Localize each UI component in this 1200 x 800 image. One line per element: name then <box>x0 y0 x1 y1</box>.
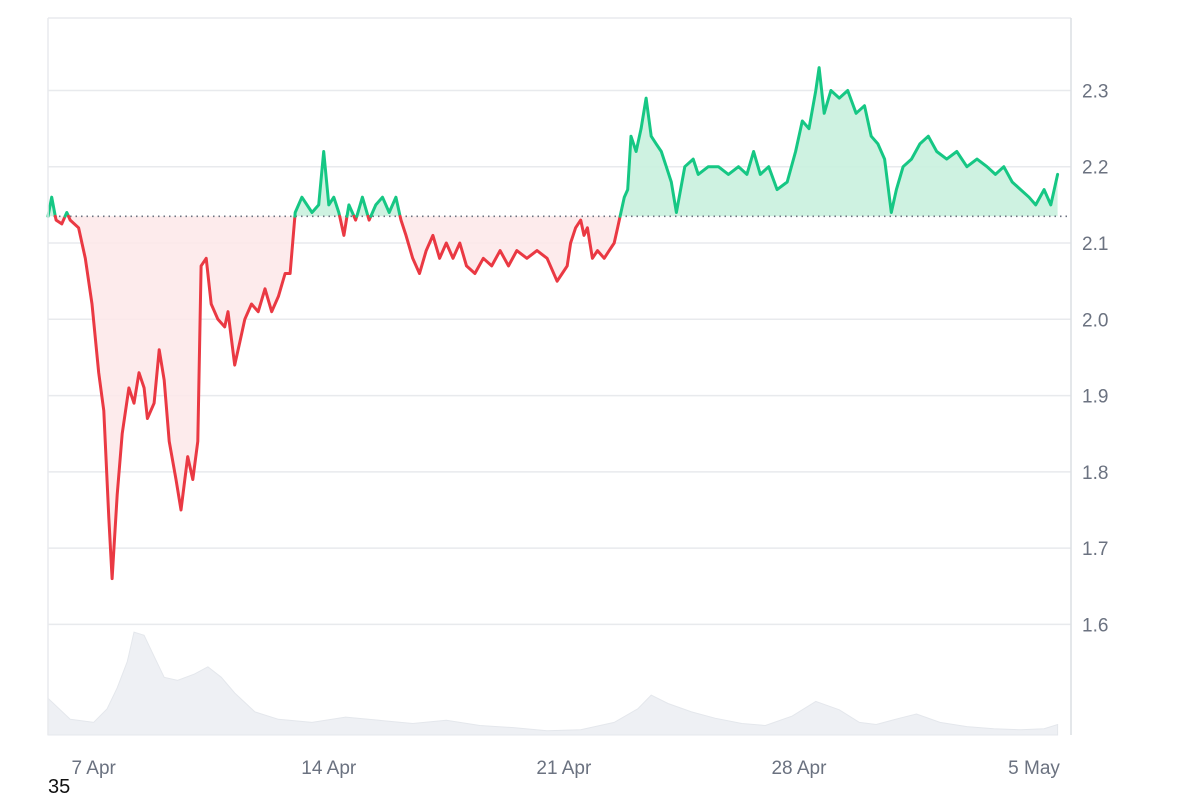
x-tick-label: 28 Apr <box>771 758 827 779</box>
down-fill-segment-3 <box>68 216 295 579</box>
down-line-segment-5 <box>338 214 349 237</box>
plot-frame <box>47 17 1072 735</box>
up-line-segment-12 <box>618 66 1060 218</box>
x-tick-label: 7 Apr <box>71 758 116 779</box>
up-line-segment-0 <box>46 195 57 218</box>
y-tick-label: 2.1 <box>1082 234 1108 255</box>
y-tick-label: 1.9 <box>1082 387 1108 408</box>
price-fill <box>48 67 1058 579</box>
volume-area-shape <box>47 631 1059 736</box>
y-tick-label: 2.3 <box>1082 81 1108 102</box>
up-line-segment-6 <box>345 203 356 218</box>
up-fill-segment-4 <box>294 151 340 217</box>
x-tick-label: 14 Apr <box>301 758 357 779</box>
y-axis-ticks: 1.6 1.7 1.8 1.9 2.0 2.1 2.2 2.3 <box>1082 81 1108 636</box>
up-line-segment-10 <box>369 195 402 218</box>
down-fill-segment-11 <box>400 216 621 282</box>
y-tick-label: 2.0 <box>1082 310 1108 331</box>
x-tick-label: 21 Apr <box>536 758 592 779</box>
y-tick-label: 2.2 <box>1082 158 1108 179</box>
down-line-segment-3 <box>67 214 297 581</box>
y-tick-label: 1.6 <box>1082 615 1108 636</box>
price-line <box>46 66 1060 581</box>
down-line-segment-11 <box>398 214 622 283</box>
up-line-segment-8 <box>355 195 370 218</box>
volume-area <box>47 631 1059 736</box>
y-tick-label: 1.7 <box>1082 539 1108 560</box>
up-line-segment-4 <box>293 150 342 218</box>
y-tick-label: 1.8 <box>1082 463 1108 484</box>
down-line-segment-1 <box>53 214 67 226</box>
x-axis-ticks: 7 Apr 14 Apr 21 Apr 28 Apr 5 May <box>71 758 1060 779</box>
up-fill-segment-12 <box>620 67 1058 217</box>
x-tick-label: 5 May <box>1008 758 1060 779</box>
corner-label: 35 <box>48 776 71 798</box>
